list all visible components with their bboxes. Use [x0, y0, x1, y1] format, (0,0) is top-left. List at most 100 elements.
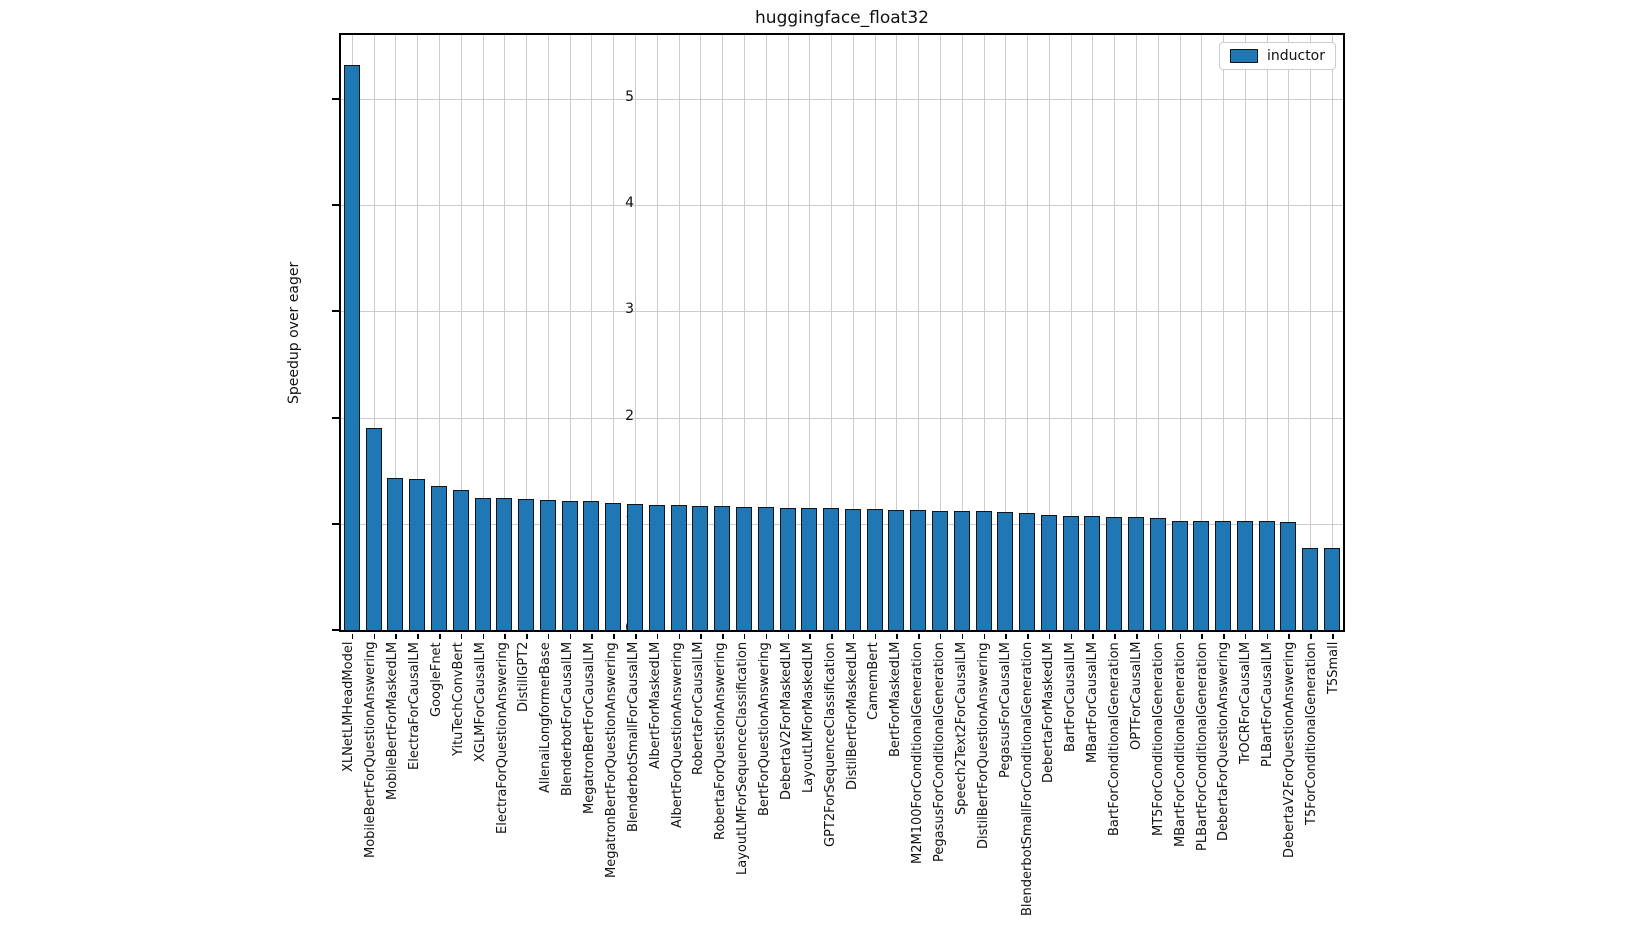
bar-slot [624, 35, 646, 639]
gridline-vertical [1266, 35, 1268, 630]
gridline-vertical [439, 35, 441, 630]
x-tick-label: ElectraForQuestionAnswering [494, 642, 510, 834]
x-tick-label: DebertaV2ForQuestionAnswering [1282, 642, 1298, 859]
x-tick-label-slot: BlenderbotSmallForConditionalGeneration [1017, 642, 1039, 924]
x-tick-label-slot: DistilBertForMaskedLM [842, 642, 864, 924]
x-tick-mark [896, 634, 898, 639]
bar-slot [1321, 35, 1343, 639]
y-tick-mark [332, 97, 339, 100]
y-tick-mark [332, 203, 339, 206]
x-tick-label: OPTForCausalLM [1128, 642, 1144, 751]
x-tick-label: BlenderbotForCausalLM [560, 642, 576, 797]
gridline-vertical [1157, 35, 1159, 630]
bar [387, 478, 404, 630]
x-tick-label-slot: BertForMaskedLM [886, 642, 908, 924]
bar-slot [777, 35, 799, 639]
x-tick-mark [809, 634, 811, 639]
x-tick-label: YituTechConvBert [450, 642, 466, 756]
x-tick-mark [1005, 634, 1007, 639]
bar [953, 511, 970, 630]
chart-title: huggingface_float32 [755, 8, 929, 28]
y-axis-label: Speedup over eager [286, 261, 302, 404]
gridline-vertical [1288, 35, 1290, 630]
x-tick-label-slot: AllenaiLongformerBase [536, 642, 558, 924]
bar-slot [690, 35, 712, 639]
gridline-vertical [874, 35, 876, 630]
x-tick-mark [1027, 634, 1029, 639]
x-tick-mark [918, 634, 920, 639]
x-tick-label: PegasusForCausalLM [997, 642, 1013, 778]
gridline-horizontal [341, 311, 1343, 313]
gridline-vertical [700, 35, 702, 630]
x-tick-label-slot: M2M100ForConditionalGeneration [908, 642, 930, 924]
x-tick-label-slot: GoogleFnet [427, 642, 449, 924]
bar [1149, 518, 1166, 630]
gridline-vertical [460, 35, 462, 630]
x-tick-mark [547, 634, 550, 639]
x-tick-label: TrOCRForCausalLM [1238, 642, 1254, 765]
gridline-vertical [1201, 35, 1203, 630]
x-tick-label: BlenderbotSmallForCausalLM [625, 642, 641, 833]
bar-slot [1169, 35, 1191, 639]
bar-slot [646, 35, 668, 639]
x-tick-label-slot: T5ForConditionalGeneration [1302, 642, 1324, 924]
gridline-vertical [1310, 35, 1312, 630]
x-tick-label: MobileBertForQuestionAnswering [363, 642, 379, 859]
x-tick-label-slot: DistillGPT2 [514, 642, 536, 924]
bar-slot [951, 35, 973, 639]
gridline-vertical [1244, 35, 1246, 630]
x-tick-mark [678, 634, 681, 639]
y-tick-label: 4 [625, 195, 634, 211]
x-tick-mark [373, 634, 376, 639]
x-tick-label: T5Small [1325, 642, 1341, 695]
plot-area: inductor [332, 33, 1345, 639]
x-tick-mark [831, 634, 833, 639]
gridline-vertical [852, 35, 854, 630]
bar [670, 504, 687, 630]
bar [1128, 517, 1145, 630]
x-tick-label-slot: MBartForConditionalGeneration [1170, 642, 1192, 924]
bar [648, 504, 665, 630]
bar [823, 507, 840, 630]
x-tick-label: MBartForConditionalGeneration [1172, 642, 1188, 847]
gridline-vertical [678, 35, 680, 630]
gridline-vertical [1332, 35, 1334, 630]
bar [365, 428, 382, 630]
bar [452, 489, 469, 630]
x-tick-label: PLBartForCausalLM [1260, 642, 1276, 767]
gridline-vertical [1027, 35, 1029, 630]
x-tick-mark [395, 634, 397, 639]
x-tick-label-slot: T5Small [1323, 642, 1345, 924]
bar-slot [406, 35, 428, 639]
bar [931, 511, 948, 630]
x-tick-mark [1223, 634, 1225, 639]
bar-slot [1212, 35, 1234, 639]
x-tick-mark [482, 634, 485, 639]
bar [997, 512, 1014, 630]
gridline-vertical [722, 35, 724, 630]
bar-slot [755, 35, 777, 639]
x-tick-label-slot: BartForCausalLM [1061, 642, 1083, 924]
bar-slot [973, 35, 995, 639]
x-tick-label-slot: PLBartForConditionalGeneration [1192, 642, 1214, 924]
x-tick-label-slot: MT5ForConditionalGeneration [1148, 642, 1170, 924]
bar [975, 511, 992, 630]
gridline-horizontal [341, 523, 1343, 525]
x-tick-mark [1179, 634, 1182, 639]
gridline-vertical [1179, 35, 1181, 630]
x-tick-label: MegatronBertForCausalLM [582, 642, 598, 814]
x-tick-label: DistilBertForMaskedLM [844, 642, 860, 791]
x-tick-label: DebertaForQuestionAnswering [1216, 642, 1232, 842]
x-tick-label: RobertaForCausalLM [691, 642, 707, 776]
x-tick-label: GPT2ForSequenceClassification [822, 642, 838, 847]
y-tick-mark [332, 629, 339, 631]
x-tick-label: AllenaiLongformerBase [538, 642, 554, 793]
legend: inductor [1218, 42, 1336, 70]
gridline-vertical [831, 35, 833, 630]
x-tick-mark [700, 634, 702, 639]
bar [518, 499, 535, 630]
bar-slot [886, 35, 908, 639]
gridline-vertical [918, 35, 920, 630]
bar [409, 479, 426, 630]
gridline-vertical [1114, 35, 1116, 630]
